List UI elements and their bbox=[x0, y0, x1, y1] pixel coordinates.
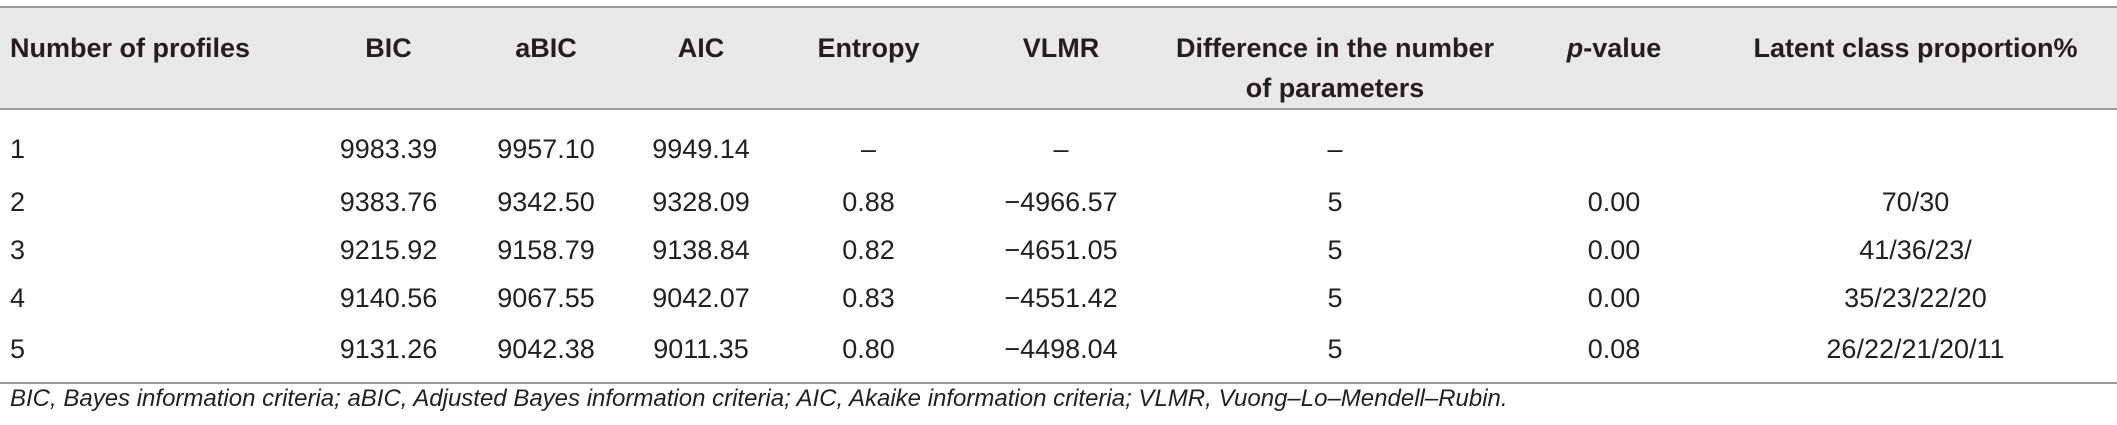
cell-bic: 9215.92 bbox=[339, 234, 438, 265]
cell-pvalue: 0.08 bbox=[1514, 322, 1714, 384]
cell-vlmr: −4651.05 bbox=[1004, 234, 1118, 265]
cell-proportion: 70/30 bbox=[1881, 186, 1950, 217]
cell-difference: 5 bbox=[1156, 322, 1514, 384]
table-footnote: BIC, Bayes information criteria; aBIC, A… bbox=[10, 385, 1508, 412]
table-row: 4 9140.56 9067.55 9042.07 0.83 −4551.42 … bbox=[0, 274, 2117, 322]
header-aic: AIC bbox=[631, 6, 771, 110]
cell-profiles: 5 bbox=[0, 322, 316, 384]
cell-profiles: 2 bbox=[10, 186, 26, 217]
cell-pvalue: 0.00 bbox=[1587, 234, 1641, 265]
header-pvalue: p-value bbox=[1514, 6, 1714, 110]
cell-abic: 9067.55 bbox=[497, 282, 595, 313]
cell-entropy: 0.88 bbox=[842, 186, 895, 217]
table-row: 3 9215.92 9158.79 9138.84 0.82 −4651.05 … bbox=[0, 226, 2117, 274]
cell-difference: 5 bbox=[1327, 282, 1343, 313]
cell-aic: 9011.35 bbox=[631, 322, 771, 384]
cell-pvalue: 0.00 bbox=[1587, 282, 1641, 313]
cell-vlmr: −4966.57 bbox=[1004, 186, 1118, 217]
cell-pvalue bbox=[1514, 109, 1714, 178]
header-pvalue-rest: -value bbox=[1583, 33, 1662, 63]
header-abic: aBIC bbox=[461, 6, 631, 110]
cell-abic: 9957.10 bbox=[497, 133, 595, 164]
header-difference: Difference in the number of parameters bbox=[1156, 6, 1514, 110]
cell-abic: 9042.38 bbox=[461, 322, 631, 384]
cell-vlmr: −4551.42 bbox=[1004, 282, 1118, 313]
cell-profiles: 3 bbox=[10, 234, 26, 265]
table-row: 5 9131.26 9042.38 9011.35 0.80 −4498.04 … bbox=[0, 322, 2117, 384]
header-row: Number of profiles BIC aBIC AIC Entropy … bbox=[0, 6, 2117, 110]
cell-abic: 9342.50 bbox=[497, 186, 595, 217]
header-vlmr: VLMR bbox=[966, 6, 1156, 110]
cell-pvalue: 0.00 bbox=[1587, 186, 1641, 217]
header-entropy: Entropy bbox=[771, 6, 966, 110]
table-header: Number of profiles BIC aBIC AIC Entropy … bbox=[0, 6, 2117, 110]
cell-aic: 9042.07 bbox=[652, 282, 750, 313]
cell-proportion bbox=[1714, 109, 2117, 178]
cell-vlmr: – bbox=[1053, 133, 1069, 164]
cell-difference: 5 bbox=[1327, 186, 1343, 217]
cell-aic: 9949.14 bbox=[652, 133, 750, 164]
cell-difference: 5 bbox=[1327, 234, 1343, 265]
cell-bic: 9140.56 bbox=[339, 282, 438, 313]
cell-aic: 9138.84 bbox=[652, 234, 750, 265]
cell-profiles: 1 bbox=[10, 133, 26, 164]
cell-proportion: 41/36/23/ bbox=[1859, 234, 1972, 265]
cell-proportion: 26/22/21/20/11 bbox=[1714, 322, 2117, 384]
header-pvalue-p: p bbox=[1566, 33, 1584, 63]
table-row: 1 9983.39 9957.10 9949.14 – – – bbox=[0, 109, 2117, 178]
cell-abic: 9158.79 bbox=[497, 234, 595, 265]
cell-entropy: – bbox=[860, 133, 877, 164]
cell-vlmr: −4498.04 bbox=[966, 322, 1156, 384]
header-profiles: Number of profiles bbox=[0, 6, 316, 110]
model-fit-table: Number of profiles BIC aBIC AIC Entropy … bbox=[0, 6, 2117, 384]
cell-bic: 9131.26 bbox=[316, 322, 461, 384]
header-bic: BIC bbox=[316, 6, 461, 110]
table-row: 2 9383.76 9342.50 9328.09 0.88 −4966.57 … bbox=[0, 178, 2117, 226]
cell-proportion: 35/23/22/20 bbox=[1844, 282, 1987, 313]
cell-difference: – bbox=[1327, 133, 1343, 164]
header-difference-line1: Difference in the number bbox=[1175, 33, 1495, 63]
table-body: 1 9983.39 9957.10 9949.14 – – – 2 9383.7… bbox=[0, 109, 2117, 384]
cell-profiles: 4 bbox=[10, 282, 26, 313]
cell-bic: 9383.76 bbox=[339, 186, 438, 217]
cell-bic: 9983.39 bbox=[339, 133, 438, 164]
header-proportion: Latent class proportion% bbox=[1714, 6, 2117, 110]
cell-entropy: 0.82 bbox=[842, 234, 895, 265]
header-difference-line2: of parameters bbox=[1245, 73, 1425, 103]
cell-aic: 9328.09 bbox=[652, 186, 750, 217]
cell-entropy: 0.80 bbox=[771, 322, 966, 384]
cell-entropy: 0.83 bbox=[842, 282, 895, 313]
